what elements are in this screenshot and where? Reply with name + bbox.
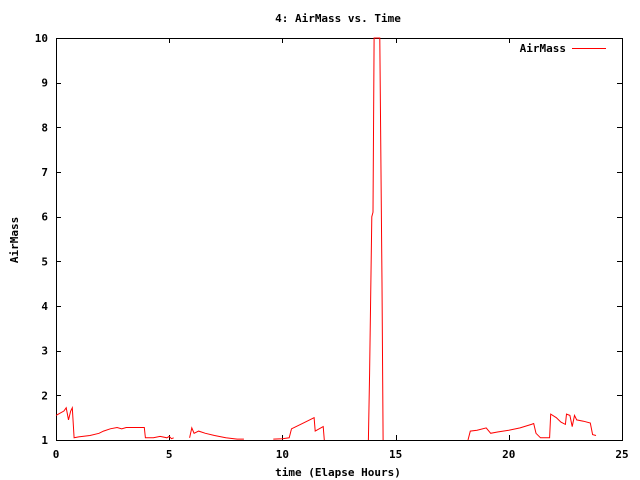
y-tick-label: 9 — [41, 77, 48, 90]
x-tick-label: 20 — [502, 448, 515, 461]
x-tick-label: 25 — [615, 448, 628, 461]
y-tick-label: 5 — [41, 255, 48, 268]
series-line-airmass — [273, 416, 325, 441]
y-tick-label: 6 — [41, 211, 48, 224]
legend: AirMass — [520, 42, 606, 55]
y-tick-label: 3 — [41, 345, 48, 358]
x-axis: 0 5 10 15 20 25 — [53, 38, 629, 461]
y-axis: 1 2 3 4 5 6 7 8 9 10 — [35, 32, 622, 447]
series-line-airmass — [367, 37, 384, 441]
x-tick-label: 5 — [166, 448, 173, 461]
plot-frame — [56, 38, 623, 441]
y-tick-label: 2 — [41, 389, 48, 402]
series-line-airmass — [189, 426, 244, 440]
series-layer — [55, 37, 597, 441]
y-tick-label: 1 — [41, 434, 48, 447]
y-axis-label: AirMass — [8, 217, 21, 263]
x-tick-label: 15 — [389, 448, 402, 461]
y-tick-label: 4 — [41, 300, 48, 313]
legend-label-airmass: AirMass — [520, 42, 566, 55]
y-tick-label: 10 — [35, 32, 48, 45]
chart-title: 4: AirMass vs. Time — [275, 12, 401, 25]
x-tick-label: 10 — [276, 448, 289, 461]
x-tick-label: 0 — [53, 448, 60, 461]
series-line-airmass — [467, 413, 597, 441]
y-tick-label: 8 — [41, 121, 48, 134]
x-axis-label: time (Elapse Hours) — [275, 466, 401, 479]
y-tick-label: 7 — [41, 166, 48, 179]
series-line-airmass — [55, 405, 174, 440]
